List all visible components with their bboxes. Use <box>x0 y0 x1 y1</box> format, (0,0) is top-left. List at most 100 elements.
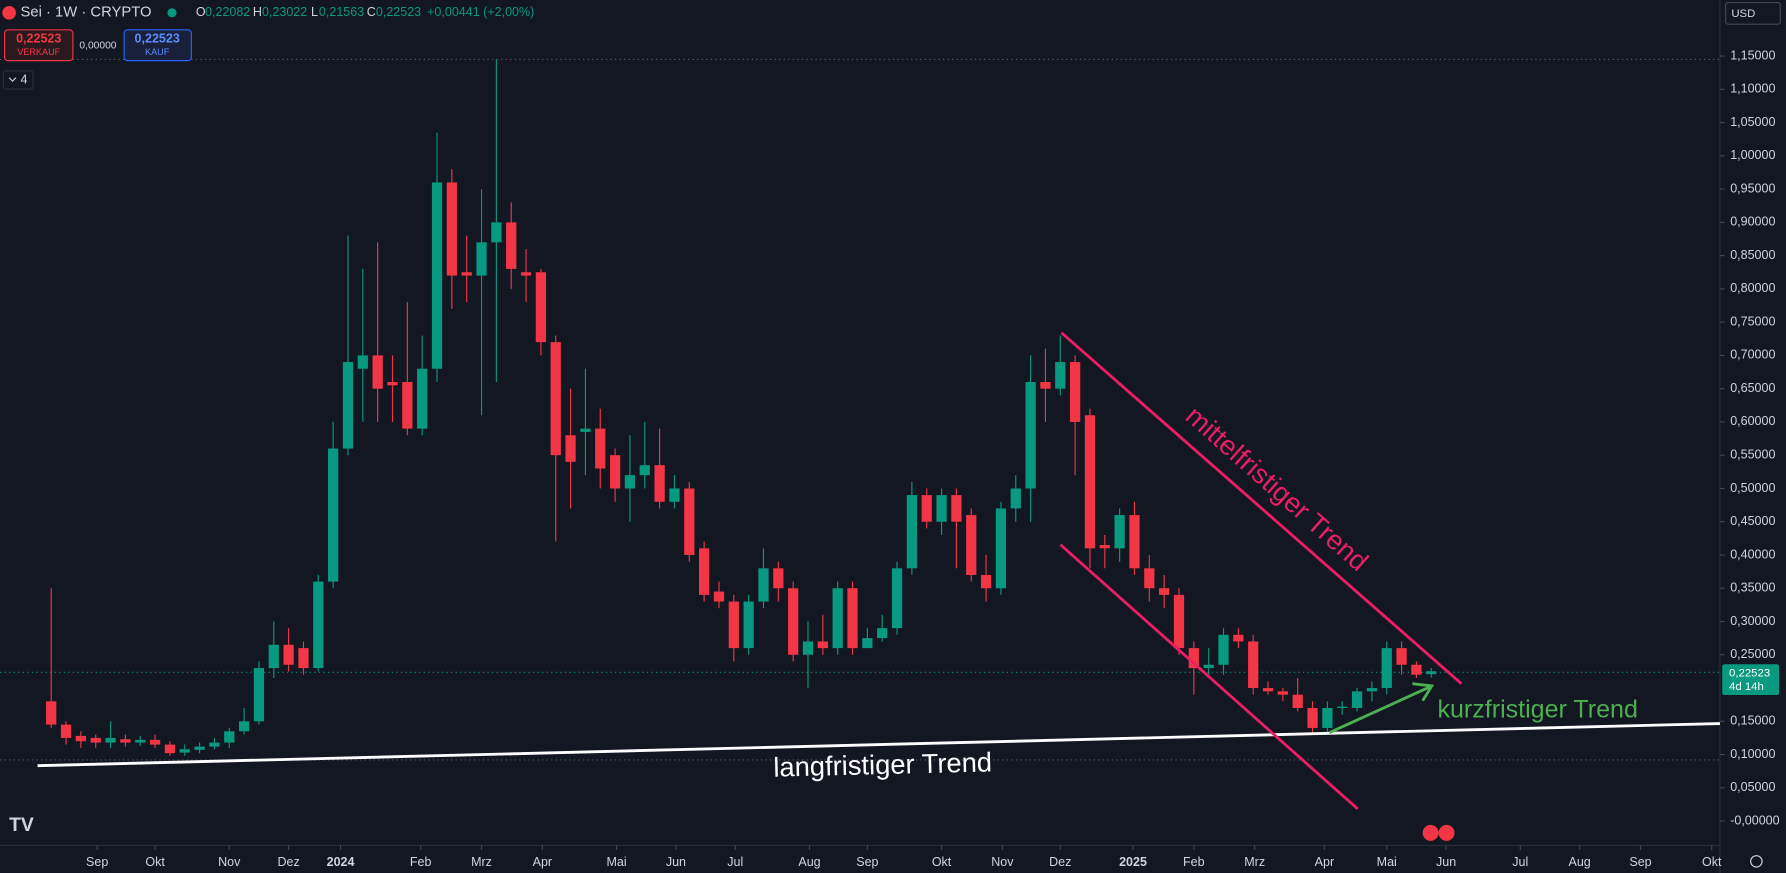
candle-body <box>788 588 799 655</box>
candle-body <box>387 382 398 386</box>
logo: TV <box>9 814 34 836</box>
candle-body <box>506 222 517 269</box>
candle-body <box>654 465 665 502</box>
event-icon[interactable] <box>1422 824 1439 841</box>
long-trend-line <box>37 722 1720 768</box>
arrow-head <box>1412 682 1435 702</box>
ohlc-label: L <box>311 5 318 19</box>
status-dot <box>167 8 177 18</box>
chevron <box>8 77 17 82</box>
candle-body <box>1322 707 1333 728</box>
y-tick-label: 0,85000 <box>1730 248 1775 262</box>
spread: 0,00000 <box>79 41 116 52</box>
candle-body <box>862 638 873 649</box>
x-tick-label: Feb <box>410 855 432 869</box>
currency: USD <box>1731 8 1755 20</box>
y-tick-label: 0,10000 <box>1730 747 1775 761</box>
sell-price: 0,22523 <box>16 31 61 45</box>
candle-body <box>1396 648 1407 665</box>
currency-button[interactable] <box>1725 1 1781 25</box>
buy-price: 0,22523 <box>135 31 180 45</box>
candle-body <box>1292 694 1303 708</box>
candle-body <box>402 382 413 429</box>
y-tick-label: 1,05000 <box>1730 115 1775 129</box>
candle-body <box>1262 688 1274 692</box>
x-tick-label: Mrz <box>1244 855 1265 869</box>
candle-body <box>446 182 457 276</box>
event-icon[interactable] <box>1438 824 1455 841</box>
candle-body <box>906 495 918 569</box>
candle-body <box>209 742 220 747</box>
x-tick-label: Jul <box>727 855 743 869</box>
candle-body <box>313 581 324 669</box>
buy-button[interactable] <box>123 29 192 62</box>
x-tick-label: 2024 <box>327 855 355 869</box>
candle-body <box>417 368 428 429</box>
candle-body <box>758 568 769 602</box>
annotation: kurzfristiger Trend <box>1437 696 1637 724</box>
candle-body <box>357 355 368 369</box>
candle-body <box>728 601 739 649</box>
ohlc-value: 0,21563 <box>319 5 364 19</box>
candle-body <box>995 508 1007 589</box>
price-tag-value: 0,22523 <box>1729 667 1770 679</box>
candle-body <box>90 737 101 743</box>
ohlc-label: H <box>253 5 262 19</box>
y-tick-label: 0,70000 <box>1730 348 1775 362</box>
candle-body <box>1084 415 1096 549</box>
candle-body <box>624 475 636 489</box>
candle-body <box>372 355 383 389</box>
candle-body <box>1351 691 1363 708</box>
candle-body <box>1366 688 1378 692</box>
candle-body <box>966 515 977 575</box>
y-tick-label: 0,55000 <box>1730 448 1775 462</box>
x-tick-label: Jul <box>1512 855 1528 869</box>
candle-body <box>135 739 146 743</box>
y-tick-label: 1,10000 <box>1730 82 1775 96</box>
x-tick-label: Mrz <box>471 855 492 869</box>
candle-body <box>491 222 502 243</box>
x-tick-label: Dez <box>277 855 299 869</box>
y-tick-label: 0,40000 <box>1730 547 1775 561</box>
candle-body <box>1099 544 1110 549</box>
buy-label: KAUF <box>145 47 170 57</box>
candle-body <box>891 568 903 629</box>
candle-body <box>1159 588 1170 595</box>
candle-body <box>149 739 161 745</box>
price-tag <box>1722 664 1780 696</box>
symbol-icon <box>2 5 16 20</box>
x-tick-label: Feb <box>1183 855 1205 869</box>
x-tick-label: Apr <box>533 855 552 869</box>
candle-body <box>609 455 621 489</box>
countdown: 4d 14h <box>1729 681 1764 693</box>
candle-body <box>802 641 814 655</box>
y-tick-label: 0,65000 <box>1730 381 1775 395</box>
candle-body <box>46 701 57 725</box>
candle-body <box>1381 648 1392 689</box>
candle-body <box>1188 648 1199 669</box>
candle-body <box>669 488 680 502</box>
candle-body <box>75 735 87 742</box>
settings-icon[interactable] <box>1750 855 1763 868</box>
x-tick-label: Sep <box>1629 855 1651 869</box>
candle-body <box>1010 488 1021 509</box>
x-tick-label: Okt <box>1702 855 1722 869</box>
candle-body <box>1069 362 1081 422</box>
ohlc-label: C <box>367 5 376 19</box>
symbol[interactable]: Sei · 1W · CRYPTO <box>21 5 152 21</box>
candle-body <box>1411 664 1422 675</box>
candle-body <box>1248 641 1259 689</box>
candle-body <box>817 641 828 649</box>
candle-body <box>476 242 487 276</box>
x-tick-label: Jun <box>666 855 686 869</box>
candle-body <box>120 739 131 743</box>
ohlc-label: O <box>196 5 206 19</box>
candle-body <box>1203 664 1214 669</box>
candle-body <box>1025 382 1036 489</box>
candle-body <box>1277 691 1288 695</box>
indicator-toggle[interactable] <box>2 70 34 90</box>
y-tick-label: 0,35000 <box>1730 581 1775 595</box>
y-tick-label: 0,15000 <box>1730 714 1775 728</box>
sell-button[interactable] <box>3 29 74 62</box>
